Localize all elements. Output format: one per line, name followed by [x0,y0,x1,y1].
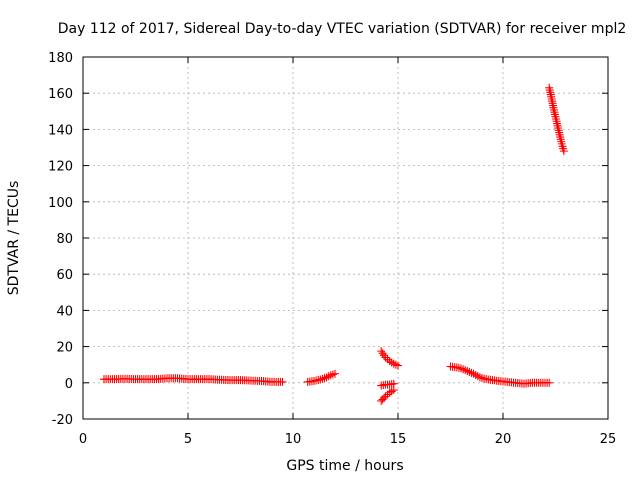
data-point [467,368,476,377]
data-point [380,393,388,402]
data-point [316,375,325,384]
x-tick-label: 25 [600,432,617,447]
data-point [473,372,482,381]
series-points [303,369,339,386]
data-point [387,358,396,367]
data-point [475,373,484,382]
data-point [318,374,327,383]
series-points [100,374,287,386]
data-point [380,351,388,360]
y-tick-label: 160 [48,87,73,102]
x-axis-label: GPS time / hours [286,458,403,474]
chart-title: Day 112 of 2017, Sidereal Day-to-day VTE… [58,21,627,37]
data-points [100,83,568,405]
y-tick-label: 40 [56,304,73,319]
data-point [328,370,337,379]
data-point [394,361,402,370]
data-point [387,387,396,396]
data-point [322,373,331,382]
data-point [478,373,486,382]
y-tick-label: 120 [48,160,73,175]
data-point [377,347,386,356]
data-point [326,371,335,380]
y-tick-label: 100 [48,196,73,211]
y-tick-label: -20 [52,413,73,428]
data-point [391,360,400,369]
data-point [459,365,468,374]
data-point [381,353,390,362]
y-tick-labels: -20 0 20 40 60 80 100 120 140 160 180 [48,51,73,428]
y-tick-label: 0 [65,377,73,392]
x-tick-label: 20 [495,432,512,447]
data-point [389,386,398,395]
series-points [545,83,568,156]
data-point [383,355,392,364]
data-point [465,367,474,376]
y-axis-label: SDTVAR / TECUs [6,181,22,296]
data-point [461,366,470,375]
y-tick-label: 180 [48,51,73,66]
data-point [278,377,287,386]
y-tick-label: 140 [48,123,73,138]
grid-lines [83,57,608,419]
data-point [320,374,329,383]
y-tick-label: 20 [56,341,73,356]
data-point [378,349,387,358]
x-tick-label: 10 [285,432,302,447]
x-tick-labels: 0 5 10 15 20 25 [79,432,616,447]
data-point [385,388,394,397]
data-point [480,374,489,383]
data-point [381,392,390,401]
x-tick-label: 5 [184,432,192,447]
data-point [545,378,554,387]
data-point [331,369,339,378]
x-tick-label: 0 [79,432,87,447]
series-points [377,379,398,390]
data-point [469,369,478,378]
data-point [383,390,392,399]
x-tick-label: 15 [390,432,407,447]
y-tick-label: 80 [56,232,73,247]
y-tick-label: 60 [56,268,73,283]
data-point [324,372,333,381]
series-points [377,386,398,405]
data-point [457,364,465,373]
data-point [389,359,398,368]
data-point [385,357,394,366]
axis-ticks [82,56,609,420]
series-points [446,362,554,388]
series-points [377,347,402,370]
data-point [559,147,568,156]
data-point [463,367,472,376]
data-point [471,370,480,379]
